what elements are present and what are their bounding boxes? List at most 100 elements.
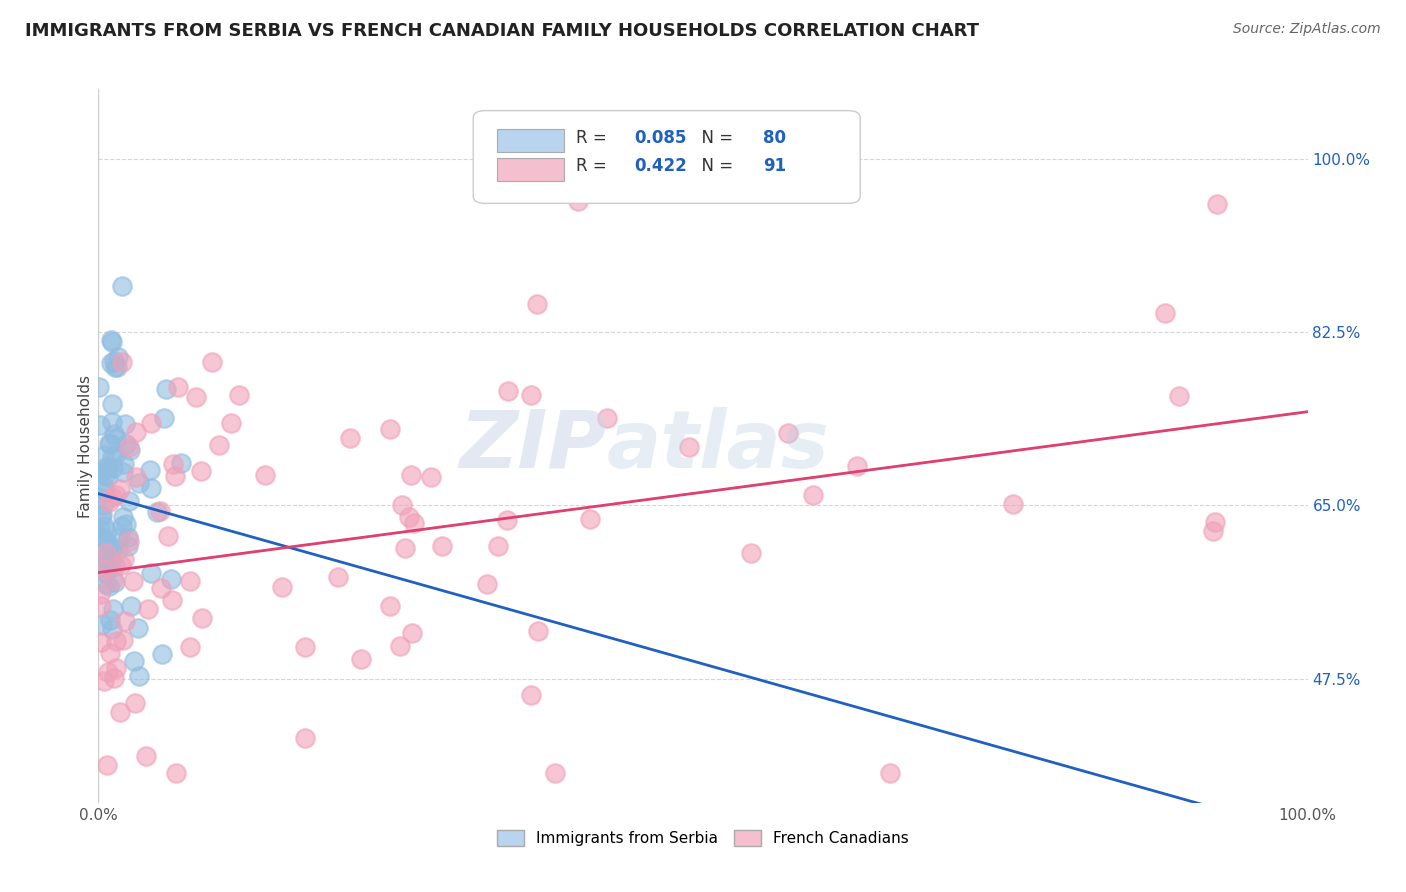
Point	[94, 546, 117, 560]
Text: IMMIGRANTS FROM SERBIA VS FRENCH CANADIAN FAMILY HOUSEHOLDS CORRELATION CHART: IMMIGRANTS FROM SERBIA VS FRENCH CANADIA…	[25, 22, 980, 40]
Point	[90, 599, 112, 613]
Point	[96, 552, 118, 566]
Point	[115, 437, 138, 451]
Point	[110, 558, 132, 572]
Point	[101, 541, 124, 555]
Point	[96, 566, 118, 580]
Text: N =: N =	[690, 157, 738, 175]
Point	[162, 457, 184, 471]
FancyBboxPatch shape	[474, 111, 860, 203]
Point	[219, 416, 242, 430]
Point	[380, 422, 402, 436]
Point	[97, 541, 120, 556]
Text: 91: 91	[763, 157, 786, 175]
Point	[380, 599, 402, 614]
Point	[112, 457, 135, 471]
Point	[93, 674, 115, 689]
Point	[139, 463, 162, 477]
Point	[101, 461, 124, 475]
Point	[111, 519, 134, 533]
Point	[160, 572, 183, 586]
Point	[141, 417, 163, 431]
Point	[97, 436, 120, 450]
Point	[419, 469, 441, 483]
Point	[97, 665, 120, 679]
Point	[389, 639, 412, 653]
Point	[776, 426, 799, 441]
Point	[90, 508, 112, 523]
Point	[150, 648, 173, 662]
Point	[107, 542, 129, 557]
Point	[122, 574, 145, 589]
Point	[120, 442, 142, 457]
Point	[105, 359, 128, 374]
Point	[191, 611, 214, 625]
Point	[1202, 524, 1225, 538]
Point	[496, 384, 519, 399]
Point	[156, 529, 179, 543]
Point	[96, 524, 118, 539]
Point	[477, 577, 499, 591]
Point	[404, 516, 426, 531]
Point	[98, 614, 121, 628]
Point	[328, 569, 350, 583]
Point	[149, 582, 172, 596]
Point	[96, 576, 118, 591]
Point	[120, 599, 142, 613]
Point	[90, 618, 112, 632]
Point	[160, 593, 183, 607]
Point	[122, 654, 145, 668]
Point	[394, 541, 416, 555]
Point	[350, 651, 373, 665]
Point	[155, 382, 177, 396]
Point	[846, 458, 869, 473]
Point	[96, 758, 118, 772]
Point	[201, 355, 224, 369]
FancyBboxPatch shape	[498, 158, 564, 180]
Point	[430, 539, 453, 553]
Point	[103, 354, 125, 368]
Point	[100, 334, 122, 349]
Point	[93, 518, 115, 533]
Text: R =: R =	[576, 157, 612, 175]
Text: N =: N =	[690, 128, 738, 146]
Point	[97, 579, 120, 593]
Text: atlas: atlas	[606, 407, 830, 485]
Point	[94, 460, 117, 475]
Point	[401, 468, 423, 483]
Legend: Immigrants from Serbia, French Canadians: Immigrants from Serbia, French Canadians	[491, 824, 915, 852]
Point	[103, 671, 125, 685]
Point	[294, 640, 316, 655]
Point	[89, 508, 111, 523]
Point	[89, 560, 111, 574]
Point	[1204, 516, 1226, 530]
Point	[98, 494, 121, 508]
Point	[117, 530, 139, 544]
Point	[139, 481, 162, 495]
Point	[1001, 497, 1024, 511]
Point	[125, 469, 148, 483]
Point	[98, 437, 121, 451]
Point	[112, 509, 135, 524]
Point	[110, 530, 132, 544]
Point	[111, 354, 134, 368]
Point	[97, 547, 120, 561]
FancyBboxPatch shape	[498, 129, 564, 152]
Text: 0.085: 0.085	[634, 128, 686, 146]
Point	[90, 466, 112, 480]
Point	[740, 545, 762, 559]
Point	[115, 516, 138, 531]
Text: R =: R =	[576, 128, 612, 146]
Point	[526, 297, 548, 311]
Point	[103, 558, 125, 573]
Point	[165, 766, 187, 780]
Y-axis label: Family Households: Family Households	[77, 375, 93, 517]
Point	[179, 640, 201, 655]
Point	[103, 573, 125, 587]
Point	[567, 194, 589, 208]
Point	[101, 601, 124, 615]
Point	[208, 438, 231, 452]
Point	[128, 476, 150, 491]
Point	[294, 731, 316, 745]
Point	[107, 350, 129, 364]
